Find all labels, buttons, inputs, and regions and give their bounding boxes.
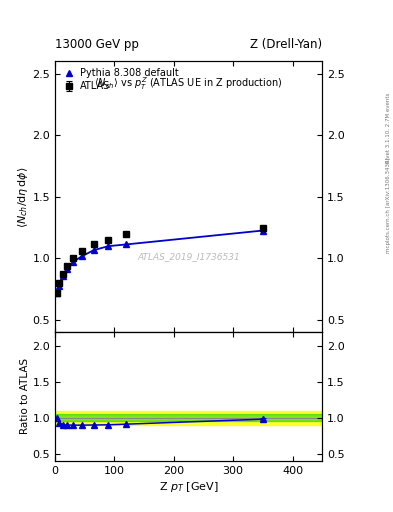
Text: ATLAS_2019_I1736531: ATLAS_2019_I1736531 — [137, 252, 240, 261]
Text: 13000 GeV pp: 13000 GeV pp — [55, 37, 139, 51]
Pythia 8.308 default — [61, 273, 65, 279]
Pythia 8.308 default — [57, 283, 62, 289]
Y-axis label: Ratio to ATLAS: Ratio to ATLAS — [20, 358, 29, 435]
Line: Pythia 8.308 default: Pythia 8.308 default — [53, 227, 266, 296]
Pythia 8.308 default — [124, 241, 129, 247]
Y-axis label: $\langle N_{ch}/\mathrm{d}\eta\,\mathrm{d}\phi\rangle$: $\langle N_{ch}/\mathrm{d}\eta\,\mathrm{… — [16, 166, 29, 227]
X-axis label: Z $p_T$ [GeV]: Z $p_T$ [GeV] — [159, 480, 219, 494]
Pythia 8.308 default — [64, 266, 69, 272]
Pythia 8.308 default — [70, 259, 75, 265]
Pythia 8.308 default — [55, 290, 59, 296]
Text: Z (Drell-Yan): Z (Drell-Yan) — [250, 37, 322, 51]
Pythia 8.308 default — [91, 247, 96, 253]
Pythia 8.308 default — [106, 243, 111, 249]
Text: $\langle N_{ch}\rangle$ vs $p^{Z}_{T}$ (ATLAS UE in Z production): $\langle N_{ch}\rangle$ vs $p^{Z}_{T}$ (… — [94, 75, 283, 92]
Pythia 8.308 default — [261, 227, 265, 233]
Text: Rivet 3.1.10, 2.7M events: Rivet 3.1.10, 2.7M events — [386, 93, 391, 163]
Text: mcplots.cern.ch [arXiv:1306.3436]: mcplots.cern.ch [arXiv:1306.3436] — [386, 157, 391, 252]
Pythia 8.308 default — [79, 253, 84, 260]
Legend: Pythia 8.308 default, ATLAS: Pythia 8.308 default, ATLAS — [60, 66, 181, 93]
